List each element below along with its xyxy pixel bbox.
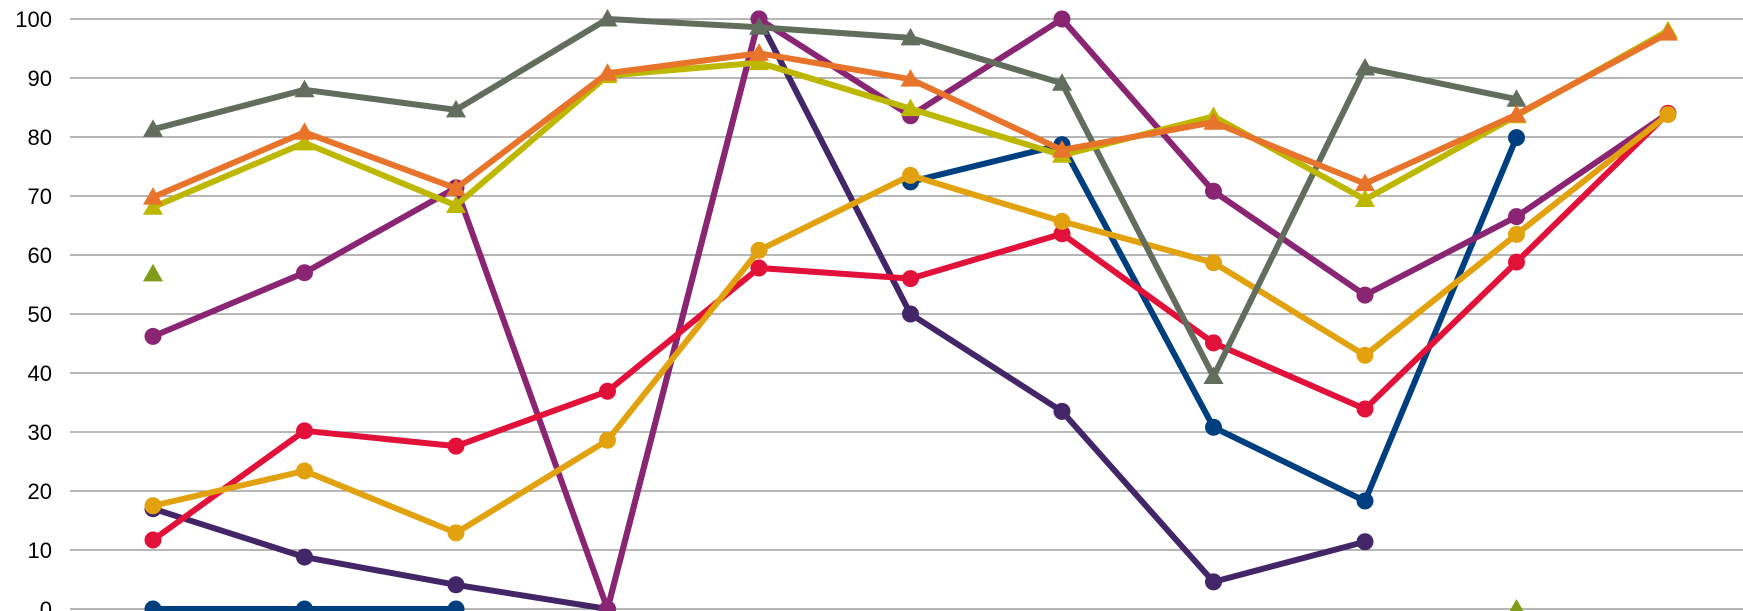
data-point — [1052, 73, 1072, 91]
data-point — [1053, 212, 1071, 230]
data-point — [902, 270, 919, 288]
y-tick-label: 40 — [28, 361, 52, 386]
series-group — [143, 9, 1678, 611]
data-point — [144, 327, 162, 345]
data-point — [900, 98, 921, 117]
data-point — [1355, 189, 1375, 208]
data-point — [1356, 533, 1374, 551]
data-point — [144, 531, 162, 549]
data-point — [1659, 106, 1677, 124]
y-tick-label: 100 — [15, 7, 52, 32]
data-point — [900, 69, 921, 87]
data-point — [750, 259, 768, 277]
data-point — [1205, 254, 1222, 272]
data-point — [294, 79, 315, 98]
y-tick-label: 50 — [28, 302, 52, 327]
data-point — [750, 241, 768, 259]
data-point — [446, 99, 466, 118]
data-point — [1658, 23, 1678, 41]
series-9 — [143, 23, 1678, 205]
data-point — [1205, 418, 1222, 436]
data-point — [446, 178, 466, 196]
data-point — [1508, 225, 1525, 243]
data-point — [296, 548, 313, 566]
data-point — [1053, 10, 1071, 28]
y-tick-label: 10 — [28, 538, 52, 563]
data-point — [447, 524, 465, 542]
data-point — [900, 27, 921, 46]
data-point — [144, 600, 162, 611]
data-point — [1203, 366, 1224, 385]
data-point — [597, 9, 618, 27]
data-point — [296, 600, 313, 611]
data-point — [294, 132, 315, 151]
series-line — [150, 16, 1520, 380]
data-point — [143, 197, 163, 215]
data-point — [447, 600, 465, 611]
data-point — [1356, 400, 1374, 418]
data-point — [446, 195, 466, 213]
data-point — [1053, 402, 1071, 420]
data-point — [1506, 89, 1527, 107]
data-point — [1355, 173, 1375, 192]
y-tick-label: 90 — [28, 66, 52, 91]
data-point — [143, 263, 163, 282]
data-point — [902, 305, 919, 323]
data-point — [1203, 112, 1224, 130]
y-tick-label: 30 — [28, 420, 52, 445]
series-6 — [143, 9, 1527, 385]
data-point — [143, 187, 163, 205]
data-point — [144, 497, 162, 515]
series-5 — [144, 106, 1677, 542]
data-point — [1508, 129, 1525, 147]
data-point — [749, 43, 769, 61]
data-point — [447, 437, 465, 455]
data-point — [296, 264, 313, 282]
data-point — [1506, 104, 1527, 123]
data-point — [749, 17, 769, 35]
data-point — [1205, 182, 1222, 200]
data-point — [1053, 225, 1071, 243]
data-point — [597, 63, 618, 81]
data-point — [296, 462, 313, 480]
data-point — [599, 382, 616, 400]
y-tick-label: 20 — [28, 479, 52, 504]
data-point — [1356, 346, 1374, 364]
y-tick-label: 60 — [28, 243, 52, 268]
data-point — [1356, 492, 1374, 510]
data-point — [1205, 573, 1222, 591]
data-point — [902, 166, 919, 184]
y-axis-ticks: 0 10 20 30 40 50 60 70 80 90 100 — [15, 7, 52, 611]
data-point — [599, 431, 616, 449]
series-1 — [144, 129, 1525, 611]
data-point — [143, 119, 163, 137]
data-point — [447, 576, 465, 594]
data-point — [599, 600, 616, 611]
y-tick-label: 0 — [40, 597, 52, 611]
data-point — [1355, 57, 1375, 76]
data-point — [294, 122, 315, 140]
data-point — [1205, 334, 1222, 352]
data-point — [1508, 208, 1525, 226]
y-tick-label: 70 — [28, 184, 52, 209]
data-point — [1356, 286, 1374, 304]
series-2 — [144, 10, 1374, 611]
series-7 — [143, 263, 1524, 611]
data-point — [1508, 253, 1525, 271]
y-tick-label: 80 — [28, 125, 52, 150]
data-point — [296, 422, 313, 440]
data-point — [1052, 139, 1072, 158]
data-point — [1509, 599, 1524, 611]
data-point — [749, 52, 769, 71]
